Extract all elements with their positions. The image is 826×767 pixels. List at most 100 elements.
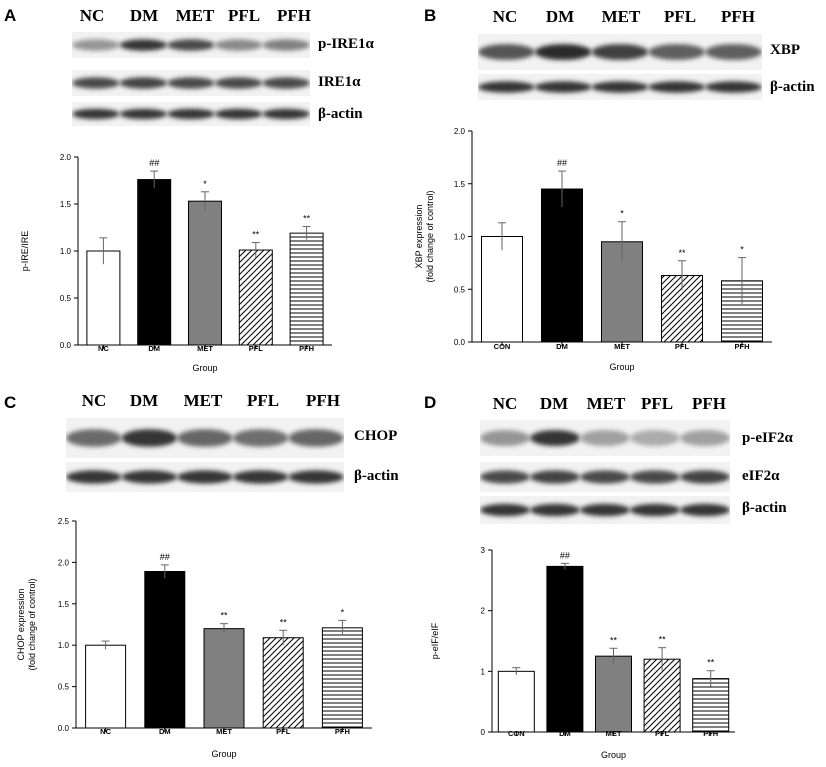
y-tick-label: 1.0 [58, 641, 70, 650]
y-tick-label: 1.5 [58, 600, 70, 609]
blot-band [119, 77, 168, 89]
blot-band [630, 470, 680, 484]
x-axis-label: Group [192, 363, 217, 373]
blot-band [705, 44, 762, 60]
lane-label: PFH [721, 7, 755, 26]
bar [188, 200, 222, 346]
significance-label: ## [160, 552, 170, 562]
y-tick-label: 1.5 [60, 200, 72, 209]
category-label: CON [494, 342, 511, 351]
significance-label: * [341, 607, 345, 617]
significance-label: * [203, 179, 207, 189]
y-axis-label: p-IRE/IRE [20, 231, 30, 272]
blot-band [580, 430, 630, 446]
blot-band [177, 429, 233, 447]
lane-label: MET [183, 391, 223, 410]
category-label: MET [216, 727, 232, 736]
significance-label: ** [678, 248, 686, 258]
western-blot [66, 462, 344, 492]
bar [85, 644, 127, 729]
blot-band [72, 108, 120, 120]
blot-band [680, 430, 730, 446]
bar [238, 249, 273, 346]
blot-band [591, 44, 649, 60]
y-tick-label: 2.5 [58, 517, 70, 526]
bar [289, 232, 324, 346]
blot-band [530, 430, 580, 446]
category-label: NC [100, 727, 111, 736]
category-label: DM [556, 342, 568, 351]
blot-band [534, 44, 592, 60]
category-label: DM [159, 727, 171, 736]
blot-label: β-actin [742, 500, 787, 516]
blot-band [177, 470, 233, 484]
blot-band [262, 77, 310, 89]
blot-band [262, 39, 310, 51]
blot-band [214, 108, 263, 120]
blot-band [66, 429, 122, 447]
bar-chart: 0.0 0.5 1.0 1.5 2.0 p-IRE/IRE NC ## DM * MET ** PFL *… [20, 153, 332, 373]
bar [203, 628, 245, 729]
y-tick-label: 1.0 [454, 233, 466, 242]
blot-band [480, 503, 530, 517]
blot-band [705, 81, 762, 93]
category-label: CON [508, 729, 525, 738]
blot-band [288, 470, 344, 484]
significance-label: ** [659, 635, 667, 645]
blot-label: p-IRE1α [318, 36, 374, 52]
category-label: NC [98, 344, 109, 353]
blot-band [680, 503, 730, 517]
panel-letter-a: A [4, 6, 17, 25]
y-tick-label: 0 [481, 728, 486, 737]
lane-label: PFL [246, 391, 280, 410]
lane-label: PFH [692, 394, 726, 413]
bar-chart: 0.0 0.5 1.0 1.5 2.0 XBP expression (fold chang… [414, 127, 772, 372]
blot-band [66, 470, 122, 484]
blot-band [580, 503, 630, 517]
category-label: DM [559, 729, 571, 738]
lane-label: MET [601, 7, 641, 26]
significance-label: ## [149, 158, 159, 168]
significance-label: ** [252, 230, 260, 240]
panel-letter-b: B [424, 6, 437, 25]
lane-label: NC [81, 391, 107, 410]
bar [601, 241, 643, 343]
blot-label: IRE1α [318, 74, 361, 90]
blot-label: p-eIF2α [742, 430, 793, 446]
y-tick-label: 1.0 [60, 247, 72, 256]
bar [262, 637, 304, 729]
lane-label: NC [492, 394, 518, 413]
y-axis-label: (fold change of control) [425, 190, 435, 282]
lane-label: NC [79, 6, 105, 25]
significance-label: ** [220, 611, 228, 621]
western-blot [480, 496, 730, 524]
bar [692, 678, 730, 733]
category-label: PFH [335, 727, 350, 736]
blot-band [119, 39, 168, 51]
lane-label: DM [129, 6, 159, 25]
blot-label: eIF2α [742, 468, 780, 484]
blot-band [648, 44, 706, 60]
western-blot [480, 462, 730, 492]
blot-band [534, 81, 592, 93]
blot-band [530, 470, 580, 484]
blot-band [580, 470, 630, 484]
panel-letter-d: D [424, 393, 437, 412]
blot-band [478, 81, 535, 93]
blot-label: XBP [770, 42, 800, 58]
bar-chart: 0.0 0.5 1.0 1.5 2.0 2.5 CHOP expression (fold c… [16, 517, 372, 759]
x-axis-label: Group [609, 362, 634, 372]
category-label: PFH [735, 342, 750, 351]
blot-band [232, 470, 289, 484]
blot-label: β-actin [318, 106, 363, 122]
lane-label: MET [175, 6, 215, 25]
blot-band [121, 470, 178, 484]
western-blot [66, 418, 344, 458]
bar [546, 565, 584, 733]
lane-label: DM [129, 391, 159, 410]
y-axis-label: p-eIF/eIF [430, 622, 440, 659]
bar [86, 250, 121, 346]
blot-band [72, 77, 120, 89]
category-label: MET [197, 344, 213, 353]
x-axis-label: Group [601, 750, 626, 760]
